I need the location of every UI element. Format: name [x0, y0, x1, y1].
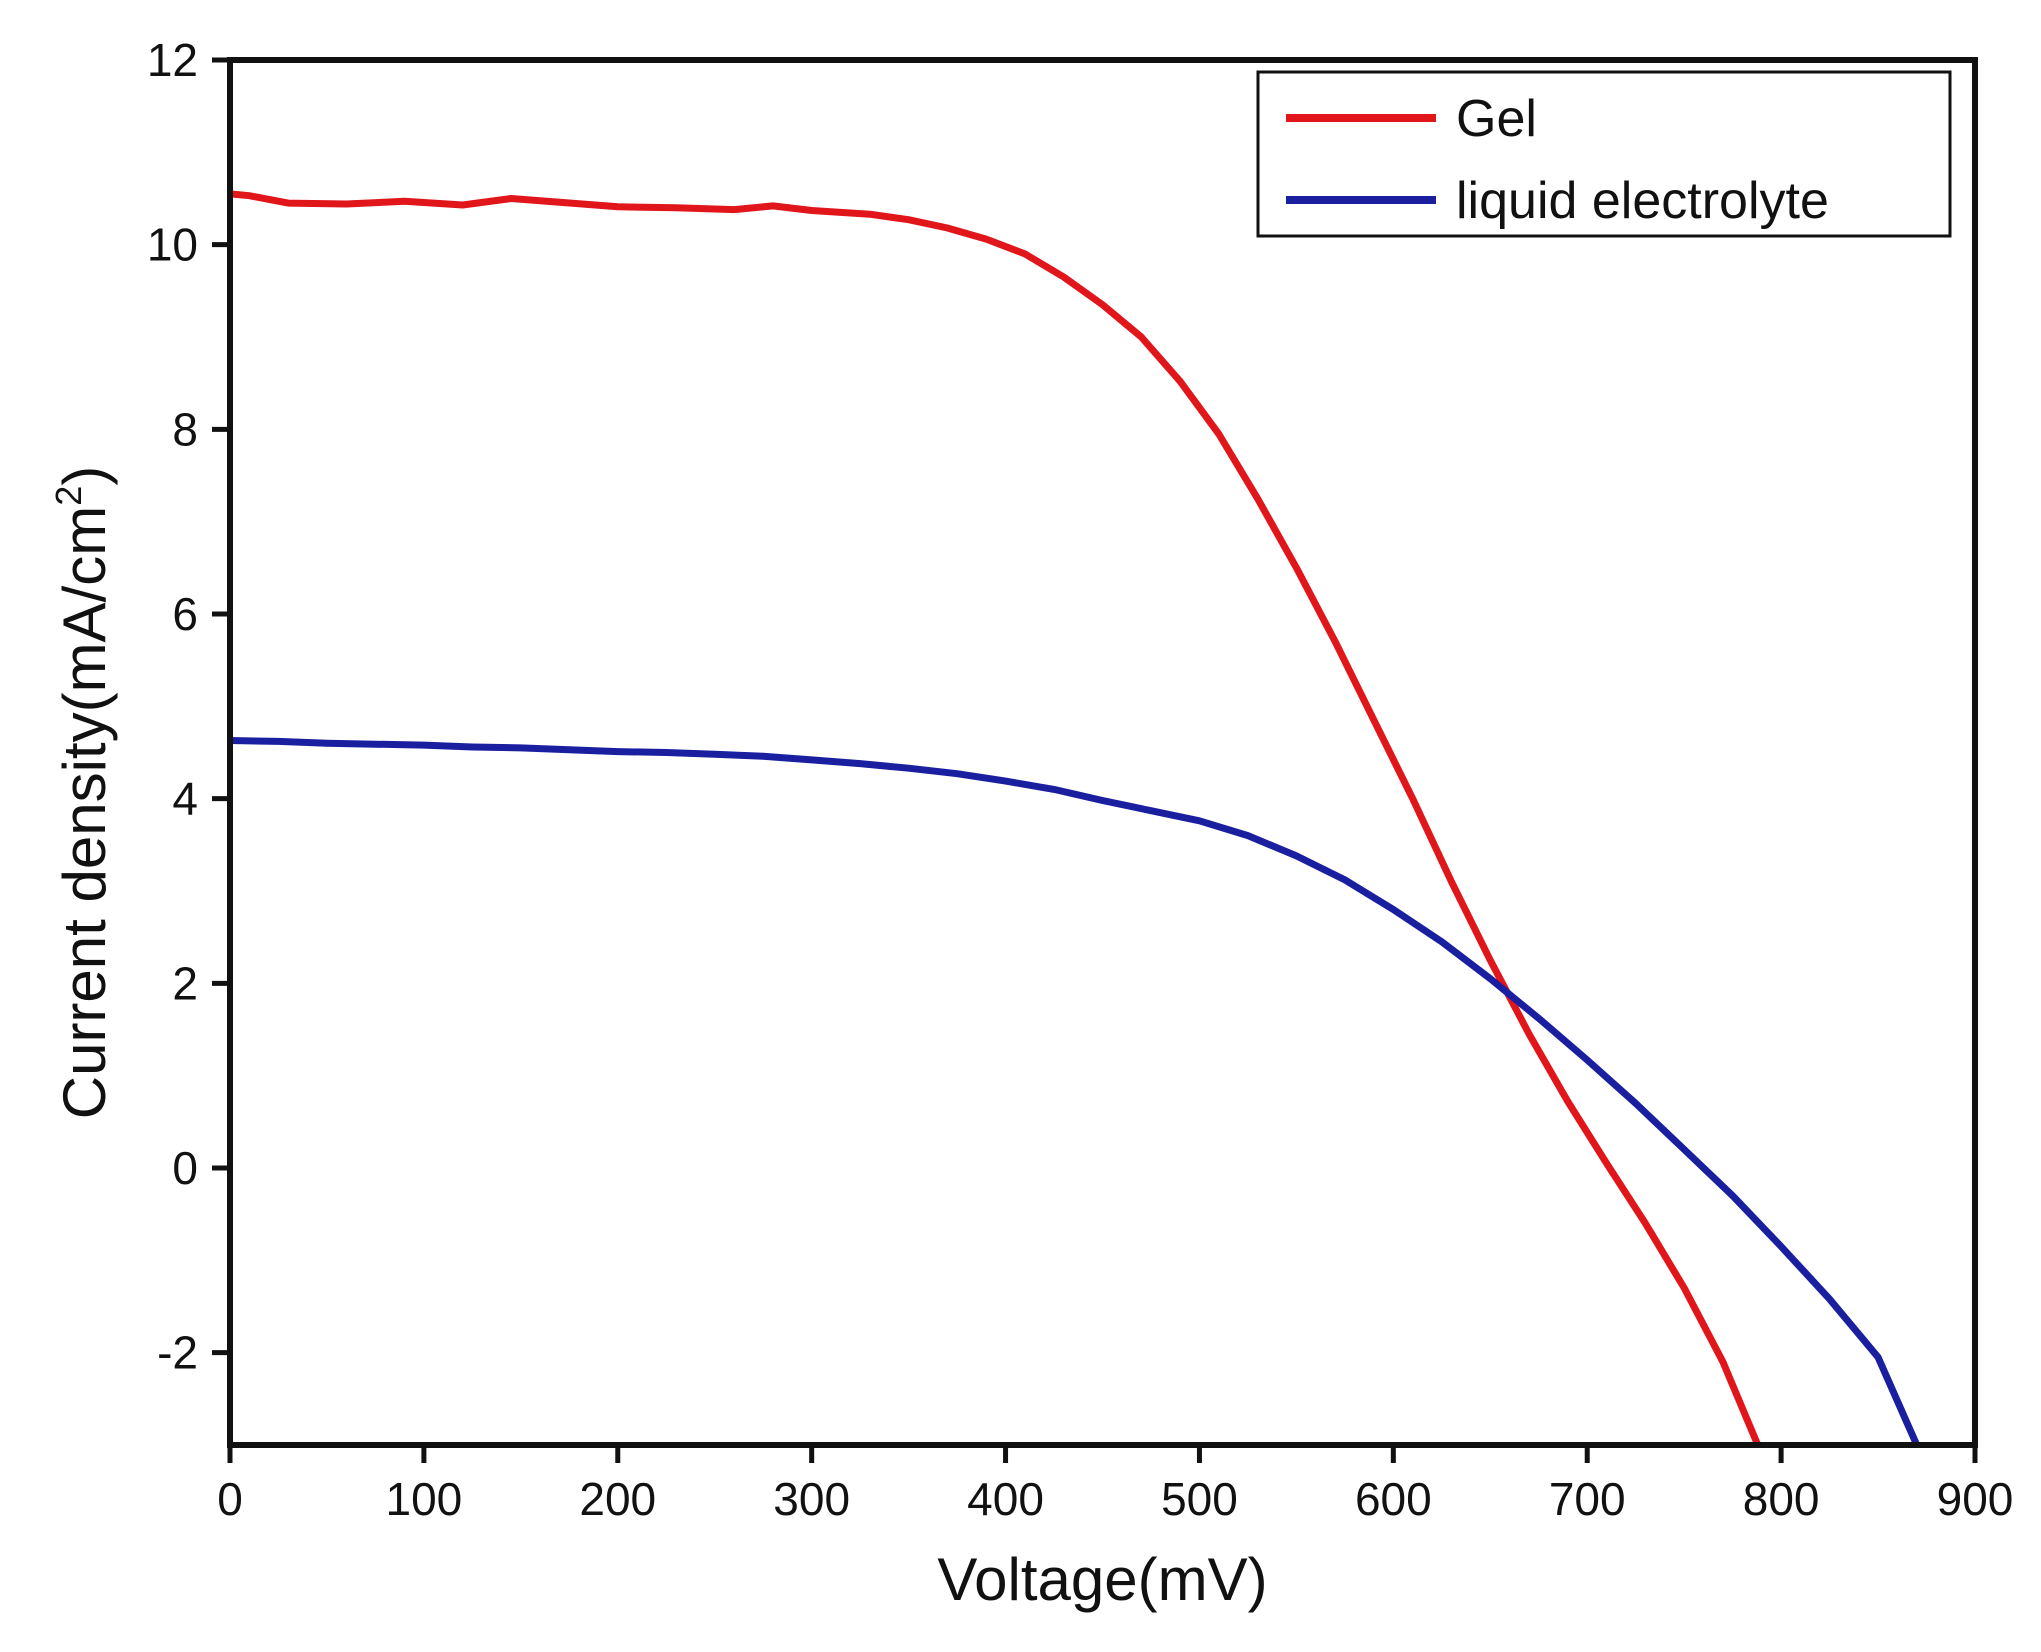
x-tick-label: 0 — [217, 1473, 243, 1525]
y-axis-title: Current density(mA/cm2) — [48, 466, 118, 1120]
x-tick-label: 700 — [1549, 1473, 1626, 1525]
legend-label: liquid electrolyte — [1456, 172, 1829, 230]
y-tick-label: -2 — [157, 1327, 198, 1379]
legend: Gel liquid electrolyte — [1256, 70, 1952, 238]
x-tick-label: 800 — [1743, 1473, 1820, 1525]
y-tick-label: 10 — [147, 219, 198, 271]
y-tick-label: 12 — [147, 34, 198, 86]
x-tick-label: 100 — [386, 1473, 463, 1525]
x-tick-label: 500 — [1161, 1473, 1238, 1525]
x-tick-label: 600 — [1355, 1473, 1432, 1525]
series-layer — [230, 190, 1921, 1445]
legend-box — [1256, 70, 1952, 238]
legend-label: Gel — [1456, 90, 1537, 148]
y-tick-label: 4 — [172, 773, 198, 825]
y-axis-title-main: Current density(mA/cm — [51, 506, 118, 1119]
plot-frame — [227, 57, 1978, 1448]
series-line-gel — [230, 190, 1762, 1445]
x-tick-label: 900 — [1937, 1473, 2014, 1525]
x-tick-label: 200 — [579, 1473, 656, 1525]
x-tick-label: 300 — [773, 1473, 850, 1525]
ticks-layer: 0 100 200 300 400 500 600 700 800 900 -2 0 2 4 6 8 10 12 — [147, 34, 2014, 1525]
y-tick-label: 2 — [172, 957, 198, 1009]
series-line-liquid-electrolyte — [230, 737, 1921, 1445]
x-tick-label: 400 — [967, 1473, 1044, 1525]
y-tick-label: 6 — [172, 588, 198, 640]
y-axis-title-close: ) — [51, 466, 118, 486]
y-axis-title-superscript: 2 — [48, 486, 89, 506]
y-tick-label: 8 — [172, 403, 198, 455]
x-axis-title: Voltage(mV) — [937, 1546, 1267, 1613]
y-tick-label: 0 — [172, 1142, 198, 1194]
